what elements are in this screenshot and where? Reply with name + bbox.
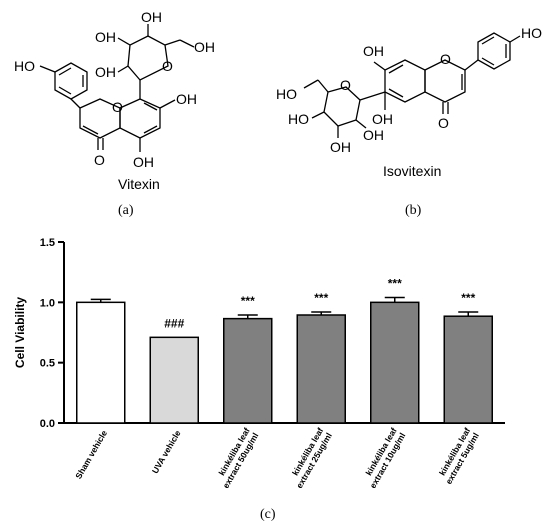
molecule-name-isovitexin: Isovitexin (383, 163, 441, 179)
significance-label: *** (388, 277, 402, 291)
atom-label: OH (95, 64, 116, 80)
y-ticks: 0.0 0.5 1.0 1.5 (40, 237, 64, 430)
atom-label: O (94, 152, 105, 168)
bar (296, 314, 346, 424)
significance-label: *** (241, 294, 255, 308)
isovitexin-structure (303, 32, 521, 138)
atom-label: HO (521, 25, 542, 41)
atom-label: O (162, 58, 173, 74)
vitexin-atom-labels: OH OH OH OH HO OH O O O OH (14, 9, 215, 170)
significance-label: *** (461, 291, 475, 305)
panel-label-c: (c) (260, 507, 276, 522)
atom-label: O (438, 115, 449, 131)
atom-label: HO (288, 111, 309, 127)
bar (223, 317, 273, 424)
x-tick-label-line: UVA vehicle (150, 428, 183, 475)
atom-label: O (112, 99, 123, 115)
atom-label: OH (363, 127, 384, 143)
atom-label: OH (330, 139, 351, 155)
atom-label: OH (176, 91, 197, 107)
panel-label-a: (a) (118, 203, 134, 218)
y-tick-label: 0.0 (40, 418, 55, 430)
atom-label: OH (363, 43, 384, 59)
molecule-name-vitexin: Vitexin (118, 176, 160, 192)
atom-label: HO (276, 86, 297, 102)
atom-label: OH (95, 29, 116, 45)
atom-label: OH (194, 39, 215, 55)
bar (149, 336, 199, 424)
significance-label: *** (314, 291, 328, 305)
atom-label: O (340, 77, 351, 93)
atom-label: OH (133, 154, 154, 170)
y-tick-label: 1.0 (40, 297, 55, 309)
panel-label-b: (b) (405, 203, 422, 218)
bar (76, 301, 126, 424)
isovitexin-atom-labels: OH HO O HO O HO OH OH OH O (276, 25, 542, 155)
atom-label: OH (372, 111, 393, 127)
x-tick-label: Sham vehicle (73, 428, 109, 480)
significance-label: ### (164, 316, 184, 330)
atom-label: O (440, 51, 451, 67)
vitexin-structure (39, 24, 195, 152)
cell-viability-chart: 0.0 0.5 1.0 1.5 ### *** *** *** *** Sham vehicl… (13, 237, 505, 490)
y-axis-title: Cell Viability (13, 297, 27, 368)
y-tick-label: 1.5 (40, 237, 55, 249)
bar (370, 301, 420, 424)
y-tick-label: 0.5 (40, 358, 55, 370)
x-tick-label: UVA vehicle (150, 428, 183, 475)
error-bars (90, 296, 479, 319)
bar (443, 315, 493, 424)
atom-label: HO (14, 58, 35, 74)
x-tick-labels: Sham vehicle UVA vehicle kinkéliba leafext… (73, 426, 481, 490)
significance-annotations: ### *** *** *** *** (164, 277, 475, 331)
atom-label: OH (141, 9, 162, 25)
bars (76, 301, 493, 424)
x-tick-label-line: Sham vehicle (73, 428, 109, 480)
